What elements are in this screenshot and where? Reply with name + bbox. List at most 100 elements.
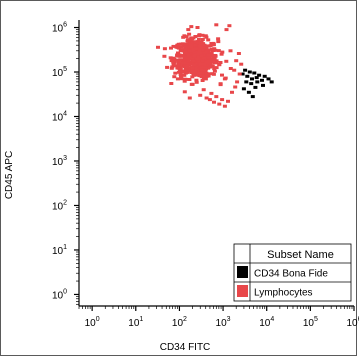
data-point [206,60,210,64]
data-point [183,42,188,46]
data-point [169,46,173,50]
data-point [183,45,188,49]
data-point [183,68,188,72]
data-point [197,33,202,37]
data-point [182,34,187,38]
x-tick-label: 104 [259,316,274,329]
legend-swatch [237,285,248,297]
data-point [192,67,197,71]
data-point [196,73,201,77]
data-point [202,62,207,66]
data-point [201,88,206,92]
axes-layer: 100 101 102 103 104 105 106 100 101 102 103 104 105 1… [52,20,359,329]
data-point [204,46,209,50]
y-tick-label: 102 [52,199,67,212]
data-point [195,71,200,74]
y-tick-label: 103 [52,155,67,168]
data-point [244,80,249,84]
data-point [182,79,187,83]
data-point [187,96,192,100]
data-point [165,65,170,69]
data-point [222,77,227,81]
data-point [192,54,197,58]
data-point [184,35,189,39]
data-point [171,60,176,64]
data-point [206,38,211,42]
data-point [191,73,196,77]
legend-swatch [237,266,248,278]
data-point [212,67,217,71]
data-point [254,76,259,80]
data-point [216,49,221,53]
data-point [196,55,201,59]
data-point [176,46,181,50]
data-point [241,87,246,91]
data-point [212,47,217,51]
data-point [185,39,190,43]
data-point [208,44,213,48]
data-point [195,26,200,29]
data-point [266,77,271,81]
data-point [212,69,217,73]
data-point [169,66,174,70]
data-point [190,66,195,70]
data-point [173,64,178,68]
data-point [236,52,241,55]
x-tick-label: 102 [172,316,187,329]
data-point [204,35,209,39]
data-point [192,51,197,55]
data-point [199,40,204,44]
data-point [189,40,194,44]
data-point [187,32,192,36]
legend-header: Subset Name [267,249,334,261]
data-point [246,90,251,94]
x-tick-label: 106 [346,316,359,329]
data-point [234,59,239,63]
data-point [193,43,198,47]
data-point [200,38,205,41]
data-point [202,43,207,47]
data-point [178,70,183,74]
data-point [214,95,219,99]
data-point [226,99,230,103]
data-point [207,98,212,102]
y-tick-label: 101 [52,244,67,257]
data-point [255,80,260,84]
data-point [222,104,227,108]
data-point [183,50,188,54]
y-tick-label: 106 [52,22,67,35]
data-point [250,77,254,81]
data-point [220,50,225,54]
data-point [240,72,245,76]
x-axis-title: CD34 FITC [160,342,211,353]
data-point [213,54,218,58]
data-point [201,76,206,80]
data-point [208,59,213,63]
data-point [189,36,194,40]
data-point [189,42,194,46]
data-point [245,74,250,78]
data-point [201,72,206,76]
data-point [175,43,180,47]
data-point [194,78,199,82]
data-point [182,48,187,52]
series-lymphocytes [156,23,244,108]
data-point [185,64,189,68]
data-point [187,49,192,53]
data-point [209,91,214,95]
data-point [262,74,267,78]
data-point [189,25,194,29]
data-point [171,56,176,60]
data-point [178,72,183,76]
data-point [194,47,199,51]
data-point [179,77,184,81]
data-point [218,83,223,87]
data-point [217,102,222,106]
data-point [204,67,209,71]
data-point [186,28,191,32]
data-point [228,67,233,70]
data-point [173,71,178,75]
data-point [179,49,184,53]
data-point [217,63,222,67]
data-point [224,28,229,32]
